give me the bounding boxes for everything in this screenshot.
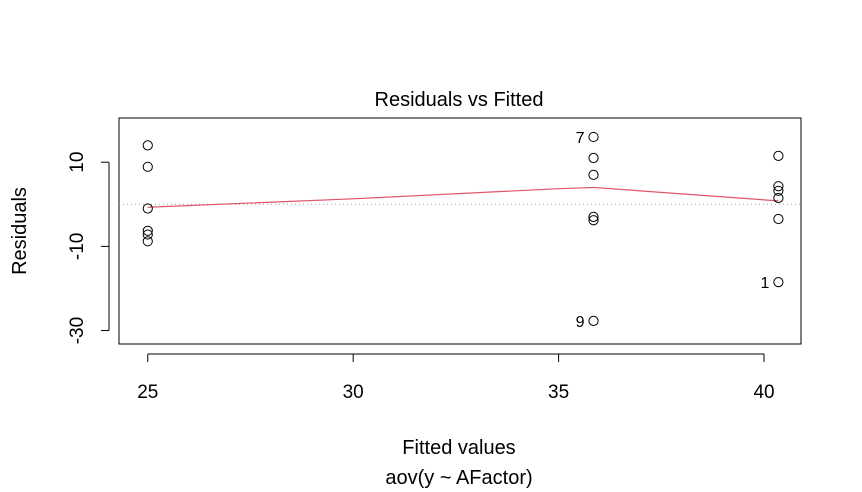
residual-point bbox=[588, 131, 599, 143]
residual-point bbox=[588, 315, 599, 326]
residual-point bbox=[588, 215, 599, 226]
residual-point bbox=[773, 213, 784, 225]
chart-title: Residuals vs Fitted bbox=[375, 89, 544, 111]
residual-point bbox=[773, 277, 784, 288]
residual-point bbox=[588, 169, 599, 180]
residual-point bbox=[142, 203, 153, 214]
y-tick-label: -10 bbox=[67, 233, 88, 260]
x-tick-label: 40 bbox=[753, 382, 774, 403]
y-axis-label: Residuals bbox=[9, 187, 31, 275]
point-id-label: 9 bbox=[576, 314, 585, 331]
residual-point bbox=[773, 181, 784, 192]
residual-point bbox=[142, 161, 153, 172]
y-tick-label: 10 bbox=[67, 152, 88, 173]
residual-point bbox=[773, 192, 784, 204]
y-tick-label: -30 bbox=[67, 317, 88, 344]
residual-point bbox=[142, 229, 153, 240]
residual-point bbox=[142, 140, 153, 151]
x-tick-label: 35 bbox=[548, 382, 569, 403]
residual-point bbox=[773, 185, 784, 196]
x-axis-label: Fitted values bbox=[402, 437, 515, 459]
x-tick-label: 30 bbox=[343, 382, 364, 403]
plot-frame bbox=[118, 117, 802, 345]
point-id-label: 1 bbox=[760, 275, 769, 292]
residual-point bbox=[588, 211, 599, 223]
chart-subtitle: aov(y ~ AFactor) bbox=[385, 467, 532, 489]
x-tick-label: 25 bbox=[137, 382, 158, 403]
point-id-label: 7 bbox=[576, 130, 585, 147]
residual-point bbox=[142, 225, 153, 236]
smooth-trend-line bbox=[147, 186, 779, 208]
residual-point bbox=[773, 150, 784, 161]
residual-point bbox=[588, 152, 599, 164]
residual-point bbox=[142, 236, 153, 247]
